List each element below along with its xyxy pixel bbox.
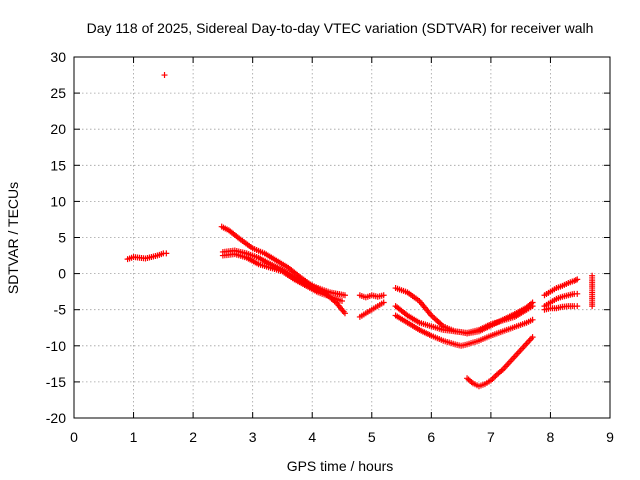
x-tick-label: 9	[606, 429, 614, 445]
plot-frame	[73, 56, 611, 419]
data-point	[435, 319, 442, 326]
x-tick-label: 3	[249, 429, 257, 445]
data-point	[437, 320, 444, 327]
chart-title: Day 118 of 2025, Sidereal Day-to-day VTE…	[87, 20, 594, 36]
axis-ticks: 0 1 2 3 4 5 6 7 8 9 -20 -15 -10 -5 0 5 10 15 20 25 30	[46, 49, 614, 445]
data-point	[163, 250, 170, 257]
data-marks	[124, 72, 596, 390]
x-tick-label: 7	[487, 429, 495, 445]
data-point	[490, 374, 497, 381]
data-point	[341, 292, 348, 299]
data-point	[434, 317, 441, 324]
data-point	[380, 292, 387, 299]
y-tick-label: 20	[50, 121, 66, 137]
data-point	[431, 315, 438, 322]
data-point	[492, 373, 499, 380]
y-tick-label: -5	[54, 302, 67, 318]
data-point	[429, 313, 436, 320]
data-point	[161, 72, 168, 79]
y-tick-label: 5	[58, 230, 66, 246]
y-tick-label: -10	[46, 338, 66, 354]
y-tick-label: 25	[50, 85, 66, 101]
data-point	[432, 316, 439, 323]
x-tick-label: 5	[368, 429, 376, 445]
data-point	[572, 277, 579, 284]
x-tick-label: 0	[70, 429, 78, 445]
x-tick-label: 6	[427, 429, 435, 445]
x-tick-label: 8	[547, 429, 555, 445]
y-tick-label: 30	[50, 49, 66, 65]
x-tick-label: 4	[308, 429, 316, 445]
data-point	[529, 316, 536, 323]
data-point	[574, 290, 581, 297]
y-tick-label: 0	[58, 266, 66, 282]
data-point	[589, 303, 596, 310]
data-point	[574, 276, 581, 283]
data-point	[341, 310, 348, 317]
x-tick-label: 2	[189, 429, 197, 445]
grid-lines	[74, 57, 610, 418]
x-axis-label: GPS time / hours	[287, 458, 394, 474]
data-point	[380, 299, 387, 306]
y-axis-label: SDTVAR / TECUs	[5, 182, 21, 294]
x-tick-label: 1	[130, 429, 138, 445]
data-point	[574, 303, 581, 310]
data-point	[529, 334, 536, 341]
y-tick-label: 15	[50, 157, 66, 173]
y-tick-label: 10	[50, 193, 66, 209]
y-tick-label: -15	[46, 374, 66, 390]
y-tick-label: -20	[46, 410, 66, 426]
data-point	[529, 303, 536, 310]
data-point	[339, 298, 345, 305]
